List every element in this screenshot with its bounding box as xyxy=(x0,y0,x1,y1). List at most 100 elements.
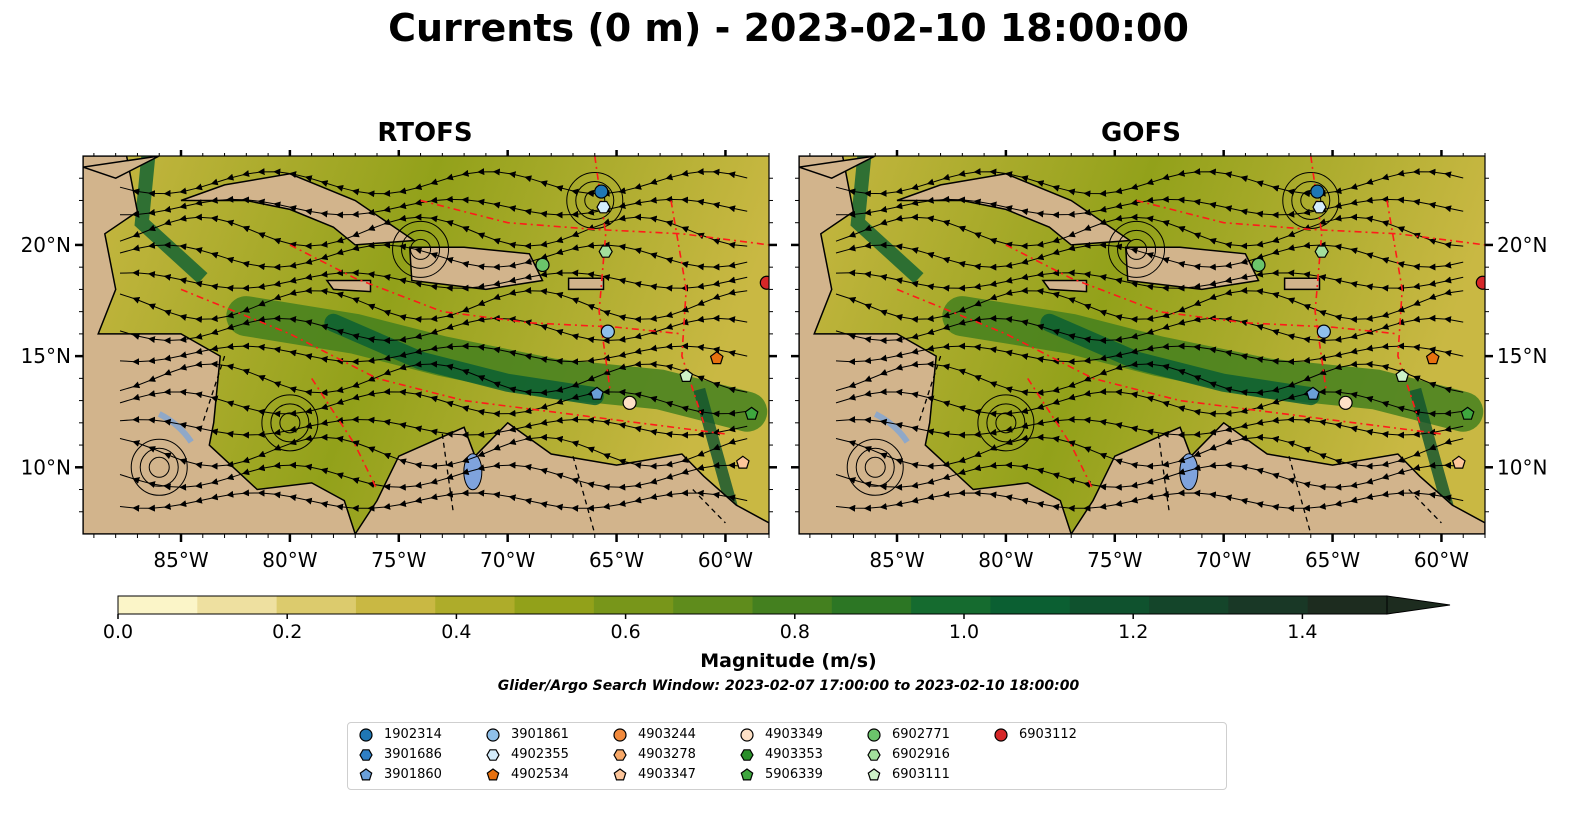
legend-label: 6903112 xyxy=(1019,727,1077,742)
streamline xyxy=(835,241,1464,271)
eddy-streamline xyxy=(986,403,1026,443)
colorbar-segment xyxy=(1069,596,1150,614)
float-marker-4902534 xyxy=(709,351,724,365)
eddy-streamline xyxy=(410,238,432,260)
lat-tick-label: 10°N xyxy=(21,455,71,479)
colorbar-tick-label: 1.2 xyxy=(1118,621,1148,643)
colorbar-segment xyxy=(435,596,516,614)
eddy-streamline xyxy=(401,229,441,269)
eez-boundary xyxy=(670,200,705,424)
legend-marker-icon xyxy=(613,727,627,742)
streamline xyxy=(119,342,748,366)
streamline xyxy=(119,489,748,512)
land xyxy=(325,279,372,293)
float-marker-3901861 xyxy=(1316,324,1331,339)
eddy-streamline xyxy=(566,171,624,229)
float-marker-3901860 xyxy=(590,386,604,400)
streamline xyxy=(119,195,748,219)
colorbar-segment xyxy=(911,596,991,614)
float-marker-1902314 xyxy=(594,184,609,199)
legend-marker-shape xyxy=(867,748,881,761)
legend-marker-shape xyxy=(359,727,373,742)
eez-boundary xyxy=(1027,377,1094,490)
lon-tick-label: 65°W xyxy=(1305,548,1360,572)
land xyxy=(799,156,876,180)
legend-marker-icon xyxy=(359,727,373,742)
legend-marker-shape xyxy=(740,767,754,780)
lon-tick-label: 60°W xyxy=(698,548,753,572)
legend-label: 6902771 xyxy=(892,727,950,742)
land-border xyxy=(1157,433,1170,512)
panel-title-rtofs: RTOFS xyxy=(377,118,473,148)
eddy-streamline xyxy=(855,447,895,487)
land-border xyxy=(1408,489,1442,524)
lat-tick-label: 20°N xyxy=(21,233,71,257)
float-marker-6902771 xyxy=(535,257,550,273)
legend-marker-icon xyxy=(867,727,881,742)
colorbar-segment xyxy=(990,596,1071,614)
streamline xyxy=(835,195,1464,219)
legend-label: 4902534 xyxy=(511,767,569,782)
lon-tick-label: 60°W xyxy=(1414,548,1469,572)
figure-title: Currents (0 m) - 2023-02-10 18:00:00 xyxy=(388,6,1189,50)
float-marker-6903111 xyxy=(679,368,694,382)
map-gofs: 85°W 80°W 75°W 70°W 65°W 60°W 20°N 15°N 10°N xyxy=(791,150,1547,572)
colorbar-tick-label: 0.6 xyxy=(610,621,640,643)
legend-marker-shape xyxy=(740,748,754,761)
eddy-streamline xyxy=(1117,229,1157,269)
colorbar-segment xyxy=(197,596,278,614)
lon-tick-label: 65°W xyxy=(589,548,644,572)
float-marker-4902534 xyxy=(1425,351,1440,365)
legend-marker-shape xyxy=(613,748,627,761)
land-border xyxy=(692,489,726,524)
colorbar-segment xyxy=(355,596,436,614)
eddy-streamline xyxy=(864,456,886,478)
colorbar-segment xyxy=(276,596,357,614)
map-frame xyxy=(82,155,770,535)
legend-marker-icon xyxy=(740,727,754,742)
legend-marker-shape xyxy=(613,767,627,780)
colorbar-segment xyxy=(752,596,833,614)
legend-label: 3901686 xyxy=(384,747,442,762)
float-marker-3901861 xyxy=(600,324,615,339)
streamline xyxy=(119,314,748,345)
streamline xyxy=(835,314,1464,345)
lon-tick-label: 70°W xyxy=(1196,548,1251,572)
legend-marker-icon xyxy=(740,767,754,780)
legend-item-4903349: 4903349 xyxy=(739,726,823,744)
legend-item-4902355: 4902355 xyxy=(485,746,569,764)
float-marker-6902916 xyxy=(1314,245,1329,258)
float-marker-5906339 xyxy=(1460,406,1475,420)
legend-label: 4903353 xyxy=(765,747,823,762)
lat-tick-label: 10°N xyxy=(1497,455,1547,479)
legend-label: 3901861 xyxy=(511,727,569,742)
legend-item-4903353: 4903353 xyxy=(739,746,823,764)
eddy-streamline xyxy=(392,220,450,278)
land xyxy=(1041,279,1088,293)
eddy-streamline xyxy=(1108,220,1166,278)
eez-boundary xyxy=(180,288,726,435)
float-marker-4902355 xyxy=(1312,200,1327,214)
lon-tick-label: 85°W xyxy=(869,548,924,572)
map-frame xyxy=(798,155,1486,535)
legend-item-3901861: 3901861 xyxy=(485,726,569,744)
legend-marker-icon xyxy=(613,767,627,780)
land-border xyxy=(572,456,596,534)
float-marker-4903347 xyxy=(735,455,750,469)
colorbar-tick-label: 0.2 xyxy=(272,621,302,643)
colorbar-segment xyxy=(118,596,198,614)
legend-item-6903112: 6903112 xyxy=(993,726,1077,744)
legend-item-3901686: 3901686 xyxy=(358,746,442,764)
float-legend: 1902314 3901686 3901860 3901861 4902355 49025… xyxy=(347,722,1227,790)
lon-tick-label: 80°W xyxy=(978,548,1033,572)
colorbar-segment xyxy=(673,596,753,614)
legend-marker-icon xyxy=(994,727,1008,742)
lon-tick-label: 70°W xyxy=(480,548,535,572)
streamline xyxy=(835,286,1464,324)
float-marker-6902771 xyxy=(1251,257,1266,273)
map-panels: 85°W 80°W 75°W 70°W 65°W 60°W 20°N 15°N 10°N 85°… xyxy=(21,150,1547,572)
streamline xyxy=(835,269,1464,292)
legend-marker-shape xyxy=(486,767,500,780)
search-window-note: Glider/Argo Search Window: 2023-02-07 17… xyxy=(497,678,1080,694)
streamline xyxy=(119,433,748,470)
